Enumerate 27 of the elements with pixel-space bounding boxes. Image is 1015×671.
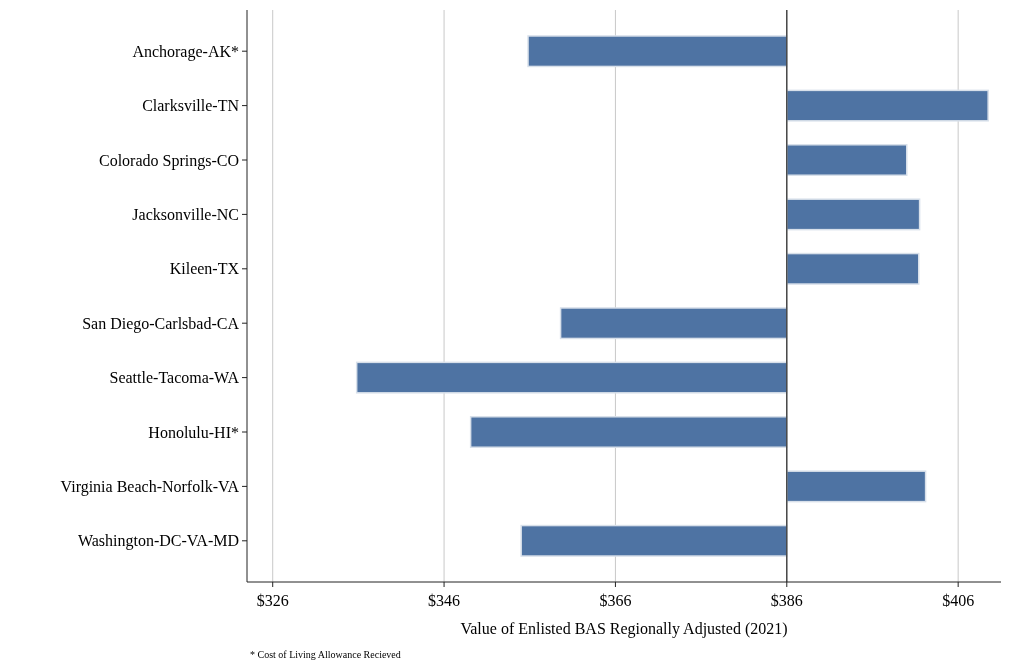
x-tick-label: $346	[428, 592, 461, 609]
bar	[786, 144, 908, 176]
y-tick-label: Virginia Beach-Norfolk-VA	[60, 478, 240, 496]
x-tick-label: $326	[256, 592, 289, 609]
bar	[520, 524, 788, 557]
y-tick-label: Kileen-TX	[169, 260, 240, 278]
y-tick-label: Clarksville-TN	[142, 97, 240, 115]
bar	[786, 198, 921, 231]
x-tick-label: $386	[770, 592, 803, 609]
x-tick-label: $366	[599, 592, 632, 609]
y-tick-label: San Diego-Carlsbad-CA	[82, 314, 240, 333]
x-tick-label: $406	[942, 592, 975, 609]
bar	[786, 252, 920, 285]
y-tick-label: Anchorage-AK*	[132, 42, 239, 61]
y-tick-label: Seattle-Tacoma-WA	[109, 369, 240, 387]
y-tick-label: Jacksonville-NC	[132, 206, 239, 223]
y-tick-label: Colorado Springs-CO	[99, 151, 239, 170]
bar	[786, 89, 989, 122]
x-axis-title: Value of Enlisted BAS Regionally Adjusted (2021)	[460, 620, 788, 638]
bar	[469, 416, 788, 448]
bar	[559, 307, 788, 340]
text: * Cost of Living Allowance Recieved	[250, 649, 401, 660]
bar	[527, 35, 788, 68]
y-tick-label: Honolulu-HI*	[148, 423, 239, 441]
bar	[786, 470, 927, 503]
bar	[355, 361, 788, 394]
y-tick-label: Washington-DC-VA-MD	[77, 532, 239, 551]
